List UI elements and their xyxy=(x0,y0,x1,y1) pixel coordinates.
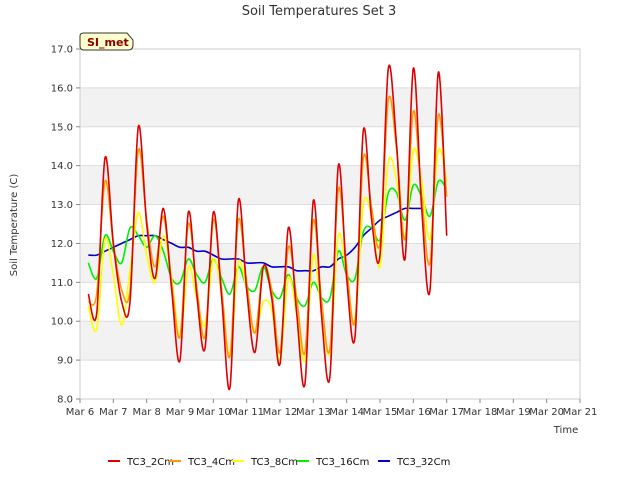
y-tick-label: 14.0 xyxy=(51,161,73,172)
y-tick-label: 10.0 xyxy=(51,317,73,328)
x-tick-label: Mar 18 xyxy=(463,407,498,418)
legend-item-tc3_32cm: TC3_32Cm xyxy=(396,457,450,468)
y-tick-label: 9.0 xyxy=(57,356,73,367)
x-tick-label: Mar 17 xyxy=(429,407,464,418)
y-tick-label: 8.0 xyxy=(57,395,73,406)
y-axis-ticks: 8.0 9.0 10.0 11.0 12.0 13.0 14.0 15.0 16.0 17.0 xyxy=(51,45,80,406)
x-tick-label: Mar 8 xyxy=(132,407,160,418)
legend: TC3_2Cm TC3_4Cm TC3_8Cm TC3_16Cm TC3_32Cm xyxy=(108,457,450,468)
x-tick-label: Mar 12 xyxy=(263,407,298,418)
y-tick-label: 12.0 xyxy=(51,239,73,250)
x-tick-label: Mar 11 xyxy=(229,407,264,418)
x-tick-label: Mar 10 xyxy=(196,407,231,418)
x-tick-label: Mar 19 xyxy=(496,407,531,418)
y-tick-label: 15.0 xyxy=(51,122,73,133)
grid-band xyxy=(80,87,580,127)
y-tick-label: 11.0 xyxy=(51,278,73,289)
series-lines xyxy=(87,64,448,391)
plot-area-border xyxy=(79,48,581,400)
x-tick-label: Mar 6 xyxy=(66,407,94,418)
x-tick-label: Mar 21 xyxy=(563,407,598,418)
grid-band xyxy=(80,165,580,205)
y-tick-label: 13.0 xyxy=(51,200,73,211)
x-tick-label: Mar 15 xyxy=(363,407,398,418)
site-badge: SI_met xyxy=(79,32,134,51)
legend-item-tc3_4cm: TC3_4Cm xyxy=(187,457,235,468)
x-axis-title: Time xyxy=(553,425,578,436)
legend-item-tc3_8cm: TC3_8Cm xyxy=(250,457,298,468)
series-line-tc3_4cm xyxy=(87,95,448,359)
x-tick-label: Mar 14 xyxy=(329,407,364,418)
legend-item-tc3_2cm: TC3_2Cm xyxy=(126,457,174,468)
y-axis-title: Soil Temperature (C) xyxy=(9,174,20,277)
x-tick-label: Mar 20 xyxy=(529,407,564,418)
y-tick-label: 17.0 xyxy=(51,45,73,56)
x-tick-label: Mar 7 xyxy=(99,407,127,418)
chart-title: Soil Temperatures Set 3 xyxy=(242,4,397,19)
series-line-tc3_2cm xyxy=(87,64,448,391)
x-tick-label: Mar 9 xyxy=(166,407,194,418)
x-tick-label: Mar 16 xyxy=(396,407,431,418)
legend-item-tc3_16cm: TC3_16Cm xyxy=(315,457,369,468)
site-badge-label: SI_met xyxy=(87,36,129,49)
x-tick-label: Mar 13 xyxy=(296,407,331,418)
y-tick-label: 16.0 xyxy=(51,83,73,94)
